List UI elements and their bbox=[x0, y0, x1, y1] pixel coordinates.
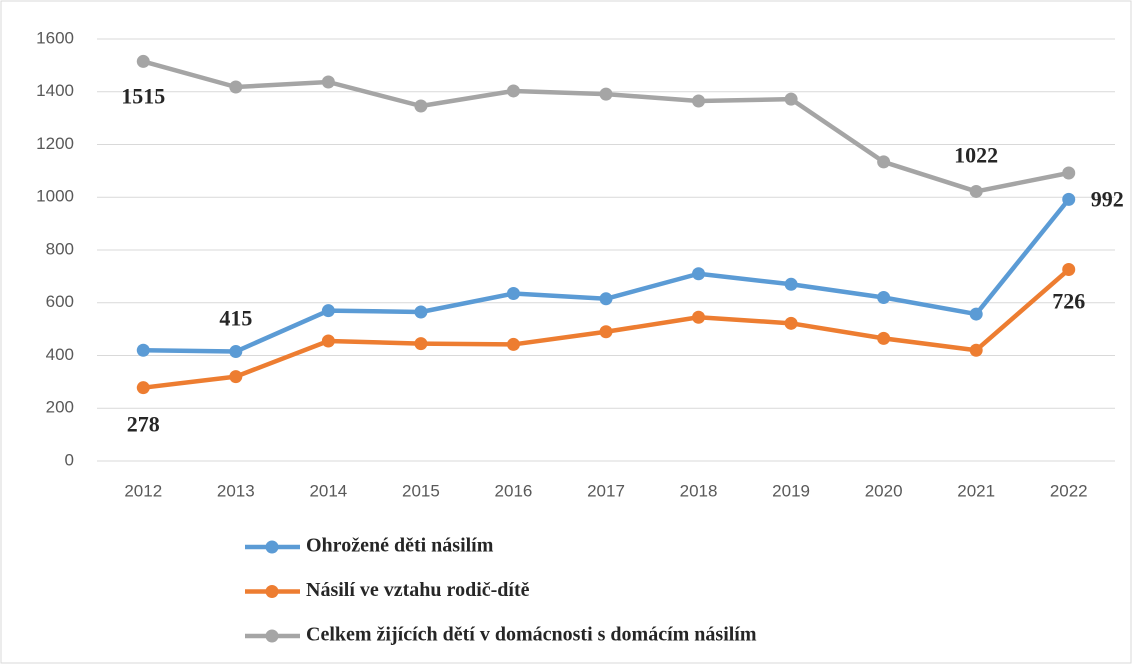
marker bbox=[877, 290, 891, 304]
data-label: 1515 bbox=[121, 83, 165, 108]
legend-marker bbox=[265, 585, 279, 598]
marker bbox=[1062, 192, 1076, 206]
data-label: 1022 bbox=[954, 142, 998, 167]
x-tick-label: 2015 bbox=[402, 481, 440, 500]
marker bbox=[877, 331, 891, 345]
marker bbox=[506, 84, 520, 98]
marker bbox=[1062, 263, 1076, 277]
marker bbox=[692, 267, 706, 281]
marker bbox=[321, 304, 335, 318]
marker bbox=[877, 155, 891, 169]
x-tick-label: 2017 bbox=[587, 481, 625, 500]
data-label: 278 bbox=[127, 412, 160, 437]
marker bbox=[692, 94, 706, 108]
marker bbox=[229, 80, 243, 94]
x-tick-label: 2019 bbox=[772, 481, 810, 500]
x-tick-label: 2014 bbox=[309, 481, 347, 500]
legend-label: Celkem žijících dětí v domácnosti s domá… bbox=[306, 624, 757, 646]
marker bbox=[969, 343, 983, 357]
marker bbox=[599, 87, 613, 101]
y-tick-label: 400 bbox=[46, 345, 74, 364]
x-tick-label: 2012 bbox=[124, 481, 162, 500]
marker bbox=[136, 343, 150, 357]
marker bbox=[414, 99, 428, 113]
x-tick-label: 2016 bbox=[495, 481, 533, 500]
marker bbox=[506, 337, 520, 351]
marker bbox=[136, 381, 150, 395]
y-tick-label: 200 bbox=[46, 398, 74, 417]
marker bbox=[414, 337, 428, 351]
marker bbox=[506, 287, 520, 301]
marker bbox=[599, 292, 613, 306]
marker bbox=[784, 277, 798, 291]
legend-label: Násilí ve vztahu rodič-dítě bbox=[306, 579, 530, 601]
y-tick-label: 0 bbox=[65, 450, 74, 469]
legend-marker bbox=[265, 540, 279, 554]
x-tick-label: 2022 bbox=[1050, 481, 1088, 500]
y-tick-label: 1200 bbox=[36, 134, 74, 153]
y-tick-label: 800 bbox=[46, 239, 74, 258]
data-label: 992 bbox=[1091, 186, 1124, 211]
marker bbox=[414, 305, 428, 319]
x-tick-label: 2018 bbox=[680, 481, 718, 500]
y-tick-label: 1600 bbox=[36, 28, 74, 47]
marker bbox=[136, 54, 150, 68]
x-tick-label: 2013 bbox=[217, 481, 255, 500]
y-tick-label: 600 bbox=[46, 292, 74, 311]
marker bbox=[229, 370, 243, 384]
x-tick-label: 2020 bbox=[865, 481, 903, 500]
marker bbox=[1062, 166, 1076, 180]
y-tick-label: 1000 bbox=[36, 187, 74, 206]
marker bbox=[229, 345, 243, 359]
marker bbox=[692, 310, 706, 324]
legend-label: Ohrožené děti násilím bbox=[306, 535, 494, 557]
data-label: 726 bbox=[1052, 289, 1085, 314]
x-tick-label: 2021 bbox=[957, 481, 995, 500]
marker bbox=[784, 92, 798, 106]
marker bbox=[321, 334, 335, 348]
marker bbox=[969, 184, 983, 198]
marker bbox=[599, 325, 613, 339]
marker bbox=[969, 307, 983, 321]
y-tick-label: 1400 bbox=[36, 81, 74, 100]
marker bbox=[784, 316, 798, 330]
data-label: 415 bbox=[219, 306, 252, 331]
legend-marker bbox=[265, 629, 279, 643]
marker bbox=[321, 75, 335, 89]
